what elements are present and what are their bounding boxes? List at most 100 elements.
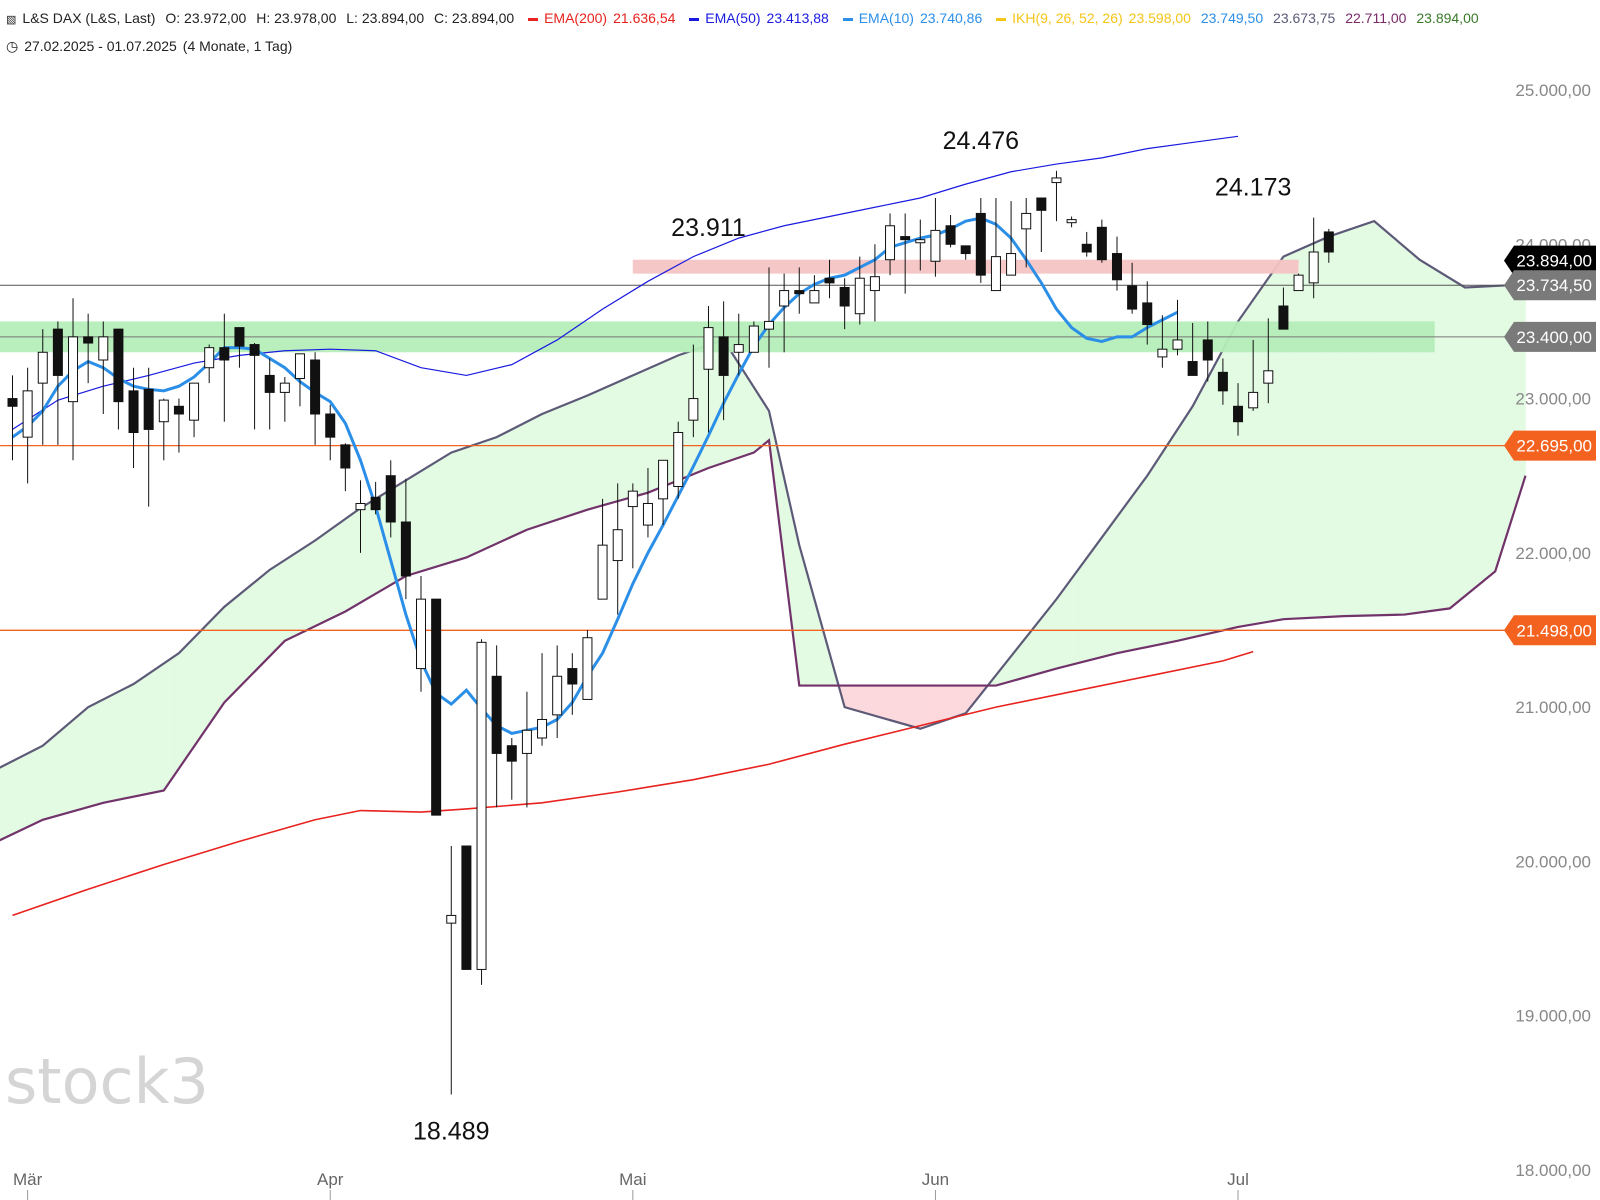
- candle-body: [930, 229, 941, 262]
- ema10-label[interactable]: EMA(10): [858, 10, 914, 26]
- cloud-segment: [1468, 286, 1473, 594]
- candle-body: [158, 399, 169, 423]
- candle-body: [900, 236, 911, 241]
- cloud-segment: [261, 572, 267, 665]
- cloud-segment: [322, 531, 327, 623]
- cloud-segment: [38, 745, 44, 823]
- price-tag-bg: [1504, 321, 1596, 352]
- cloud-segment: [1441, 273, 1447, 610]
- cloud-segment: [19, 754, 25, 832]
- candle-body: [748, 325, 759, 353]
- cloud-segment: [587, 393, 592, 511]
- cloud-segment: [1453, 280, 1458, 606]
- cloud-segment: [572, 399, 577, 516]
- cloud-segment: [522, 421, 528, 532]
- cloud-segment: [284, 557, 289, 642]
- candle-body: [1293, 274, 1304, 292]
- ema200-swatch: [528, 17, 539, 21]
- cloud-segment: [1339, 231, 1345, 617]
- cloud-segment: [1139, 479, 1144, 649]
- candle: [945, 214, 956, 248]
- cloud-segment: [1052, 598, 1057, 671]
- candle-body: [1248, 391, 1259, 409]
- cloud-segment: [329, 526, 335, 620]
- candle: [68, 298, 79, 461]
- candle-body: [340, 444, 351, 469]
- cloud-segment: [560, 404, 566, 519]
- candle: [854, 256, 865, 325]
- cloud-segment: [356, 507, 361, 606]
- cloud-segment: [863, 685, 868, 715]
- cloud-segment: [1354, 225, 1360, 617]
- candle: [975, 198, 986, 283]
- candle: [1233, 383, 1244, 436]
- cloud-segment: [4, 762, 10, 839]
- cloud-segment: [500, 432, 505, 543]
- cloud-segment: [458, 448, 463, 561]
- candle-body: [1172, 339, 1183, 350]
- candle-body: [355, 502, 366, 511]
- candle: [521, 691, 532, 808]
- price-tag-label: 23.734,50: [1516, 276, 1592, 295]
- cloud-segment: [1158, 451, 1163, 646]
- cloud-segment: [1313, 241, 1318, 618]
- cloud-segment: [432, 461, 437, 569]
- candle: [1187, 322, 1198, 376]
- cloud-segment: [606, 384, 611, 505]
- candle: [733, 313, 744, 376]
- cloud-segment: [1472, 286, 1477, 591]
- cloud-segment: [235, 593, 240, 692]
- candle-body: [446, 914, 457, 924]
- candle-body: [1096, 226, 1107, 261]
- cloud-segment: [201, 625, 206, 737]
- ema200-label[interactable]: EMA(200): [544, 10, 608, 26]
- cloud-segment: [345, 515, 350, 613]
- resistance-zone: [632, 259, 1299, 274]
- candle-body: [204, 347, 215, 369]
- cloud-segment: [746, 374, 751, 456]
- cloud-segment: [1457, 282, 1462, 603]
- cloud-segment: [806, 572, 811, 686]
- period-label: (4 Monate, 1 Tag): [182, 38, 293, 54]
- cloud-segment: [174, 652, 180, 775]
- cloud-segment: [946, 685, 951, 721]
- price-annotation: 18.489: [413, 1118, 489, 1146]
- cloud-segment: [15, 756, 21, 833]
- cloud-segment: [1396, 239, 1401, 616]
- candle: [355, 480, 366, 553]
- cloud-segment: [1445, 275, 1451, 610]
- cloud-segment: [798, 545, 804, 686]
- cloud-segment: [1423, 261, 1428, 613]
- candle: [143, 367, 154, 507]
- cloud-segment: [753, 386, 758, 454]
- cloud-segment: [568, 401, 573, 517]
- candle-body: [1066, 219, 1077, 224]
- cloud-segment: [439, 456, 445, 566]
- cloud-segment: [1203, 377, 1209, 636]
- cloud-segment: [624, 376, 630, 500]
- cloud-segment: [1347, 228, 1352, 617]
- cloud-segment: [583, 395, 588, 512]
- cloud-segment: [553, 407, 558, 522]
- cloud-segment: [68, 719, 74, 813]
- candle-body: [824, 277, 835, 284]
- cloud-segment: [556, 405, 562, 521]
- x-tick-label: Apr: [317, 1170, 344, 1189]
- cloud-segment: [1298, 247, 1303, 619]
- cloud-segment: [167, 657, 172, 786]
- cloud-segment: [31, 749, 36, 826]
- ikh-label[interactable]: IKH(9, 26, 52, 26): [1012, 10, 1123, 26]
- cloud-segment: [901, 685, 906, 725]
- cloud-segment: [189, 636, 195, 753]
- cloud-segment: [182, 644, 187, 764]
- candle: [673, 421, 684, 499]
- price-tag-label: 21.498,00: [1516, 621, 1592, 640]
- y-tick-label: 19.000,00: [1515, 1007, 1591, 1026]
- candles: [7, 170, 1334, 1095]
- ema50-label[interactable]: EMA(50): [705, 10, 761, 26]
- candle: [83, 313, 94, 384]
- candle-body: [627, 490, 638, 508]
- candle-body: [1142, 302, 1153, 326]
- candle: [476, 639, 487, 985]
